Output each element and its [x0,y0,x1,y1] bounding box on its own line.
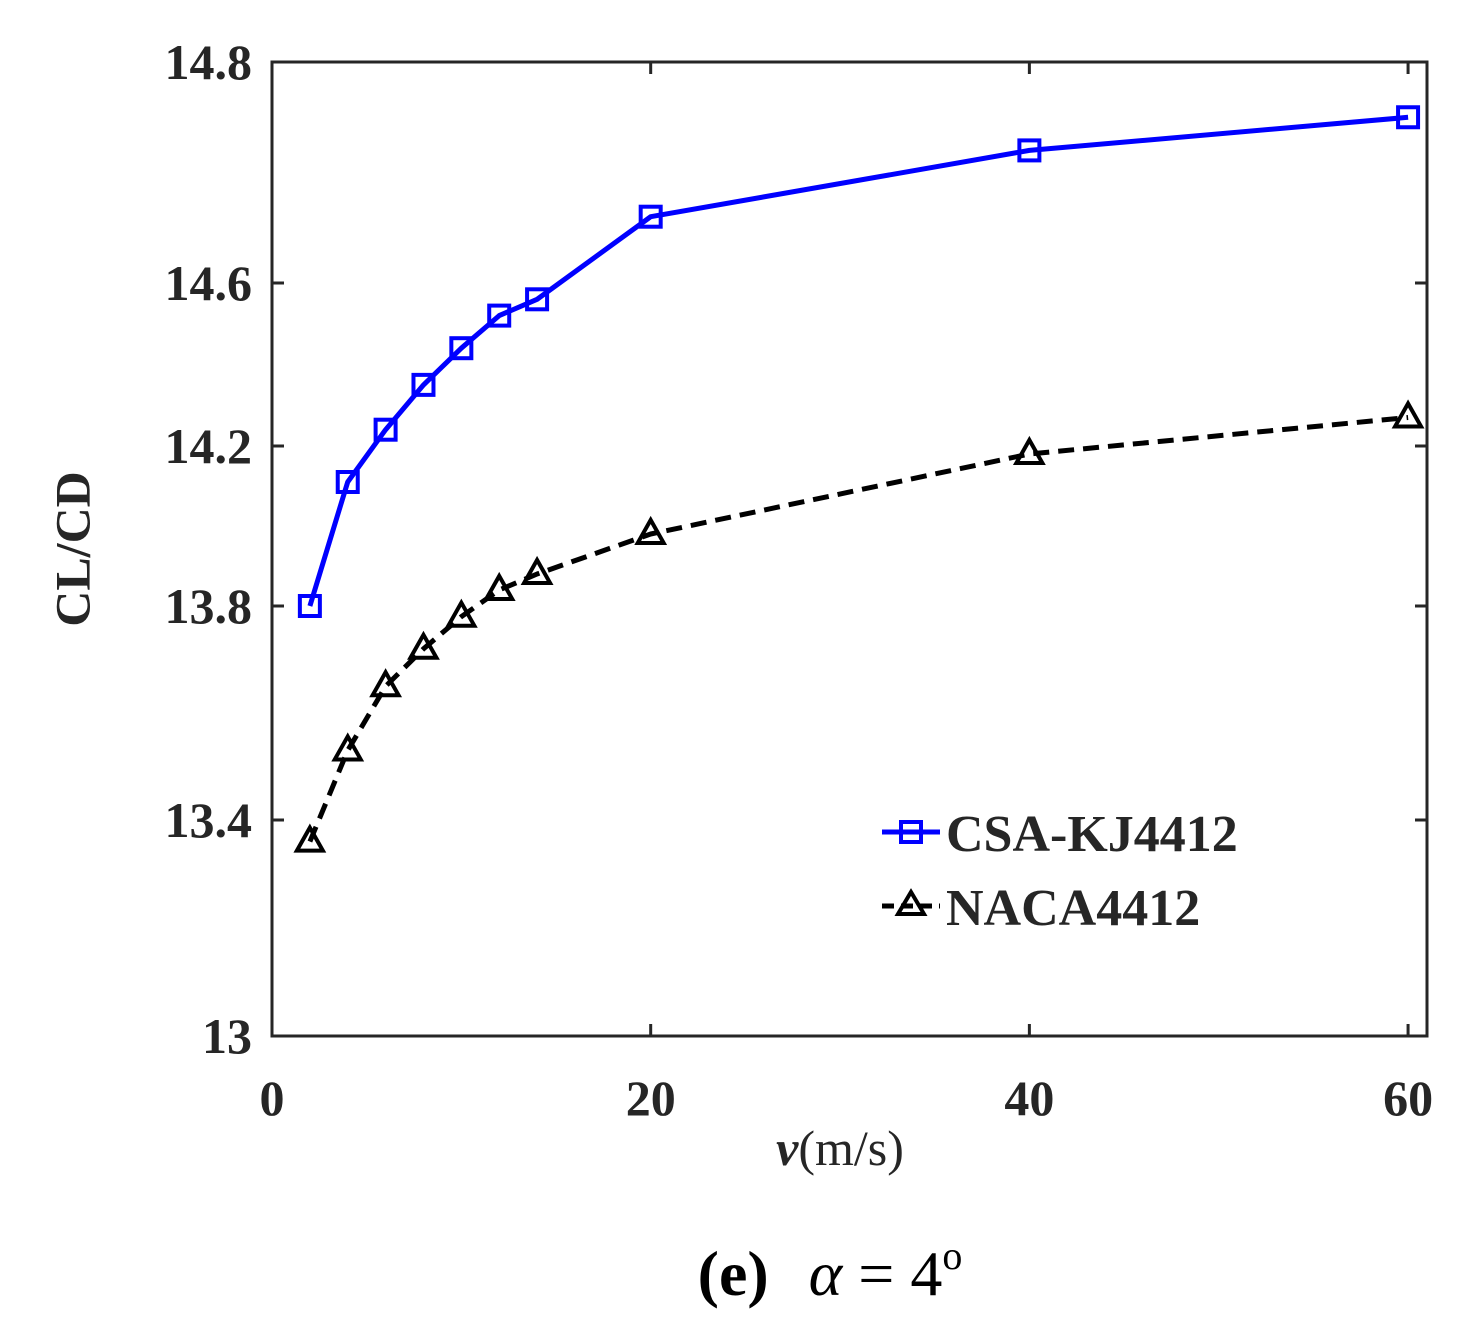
x-tick-label: 0 [260,1070,285,1126]
series-line [307,415,1409,843]
data-point [449,336,474,361]
x-tick-label: 40 [1004,1070,1054,1126]
series-line [307,114,1409,607]
data-point [525,287,550,312]
x-tick-label: 20 [626,1070,676,1126]
x-axis-title: v(m/s) [776,1120,904,1176]
data-point [1396,105,1421,130]
x-axis-unit: (m/s) [798,1120,904,1176]
data-point [407,630,440,660]
data-point [297,594,322,618]
caption-label: (e) [698,1238,769,1309]
data-point [1012,435,1046,465]
x-axis-ticks: 0 20 40 60 [260,62,1433,1126]
plot-frame [270,60,1429,1038]
y-axis-ticks: 13 13.4 13.8 14.2 14.6 14.8 [165,34,1427,1064]
y-tick-label: 14.6 [165,255,253,311]
caption-degree: o [942,1233,962,1278]
y-axis-title: CL/CD [44,471,100,627]
caption-variable: α [809,1238,844,1309]
y-tick-label: 14.2 [165,418,253,474]
legend-label-csa: CSA-KJ4412 [946,806,1238,863]
data-point [520,555,554,585]
x-tick-label: 60 [1383,1070,1433,1126]
caption-formula: = 4 [842,1238,942,1309]
x-axis-variable: v [776,1120,799,1176]
legend-marker-naca [894,888,928,916]
data-point [369,668,403,698]
data-point [634,515,668,545]
legend-marker-csa [899,820,923,844]
legend-label-naca: NACA4412 [946,880,1200,937]
series-layer [293,105,1425,853]
y-tick-label: 13.4 [165,792,253,848]
data-point [444,598,478,628]
caption: (e) α = 4o [698,1233,963,1309]
data-point [1391,399,1425,429]
y-tick-label: 13.8 [165,578,253,634]
data-point [1017,138,1042,163]
data-point [331,732,365,762]
y-tick-label: 14.8 [165,34,253,90]
data-point [373,417,398,442]
y-tick-label: 13 [202,1008,252,1064]
data-point [335,470,360,494]
data-point [638,204,663,229]
data-point [482,571,516,601]
series-naca4412 [293,399,1425,853]
series-csa-kj4412 [297,105,1421,618]
data-point [487,303,512,328]
data-point [293,823,327,853]
data-point [411,372,436,397]
legend: CSA-KJ4412 NACA4412 [882,806,1238,937]
